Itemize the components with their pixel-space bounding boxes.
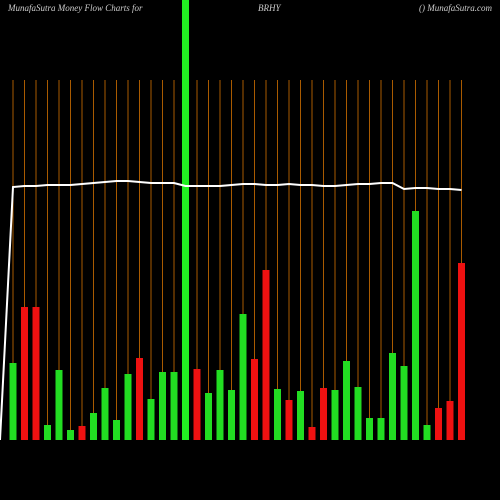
bar <box>377 418 385 440</box>
bar <box>320 388 327 440</box>
bar <box>32 307 40 440</box>
bar <box>262 270 270 440</box>
bar <box>239 314 247 440</box>
bar <box>67 430 74 440</box>
bar <box>366 418 373 440</box>
bar <box>90 413 97 440</box>
bar <box>170 372 178 440</box>
bar <box>101 388 109 440</box>
bar <box>216 370 224 440</box>
bar <box>44 425 51 440</box>
bar <box>412 211 419 440</box>
bar <box>124 374 132 440</box>
bar <box>9 363 17 440</box>
bar <box>55 370 63 440</box>
bar <box>136 358 143 440</box>
bar <box>308 427 316 440</box>
bar <box>159 372 166 440</box>
bar <box>331 390 339 440</box>
bar <box>228 390 235 440</box>
bar <box>182 0 189 440</box>
bar <box>205 393 212 440</box>
bar <box>400 366 408 440</box>
bar <box>354 387 362 440</box>
bar <box>297 391 304 440</box>
bar <box>274 389 281 440</box>
bar <box>285 400 293 440</box>
chart-subtitle: () MunafaSutra.com <box>419 3 492 13</box>
chart-title: MunafaSutra Money Flow Charts for <box>7 3 143 13</box>
bar <box>78 426 86 440</box>
bar <box>458 263 465 440</box>
bar <box>251 359 258 440</box>
bar <box>21 307 28 440</box>
bar <box>343 361 350 440</box>
chart-symbol: BRHY <box>258 3 281 13</box>
bar <box>147 399 155 440</box>
bar <box>435 408 442 440</box>
flow-line <box>0 180 462 441</box>
bar <box>389 353 396 440</box>
bar <box>193 369 201 440</box>
bar <box>113 420 120 440</box>
bar <box>446 401 454 440</box>
bar <box>423 425 431 440</box>
